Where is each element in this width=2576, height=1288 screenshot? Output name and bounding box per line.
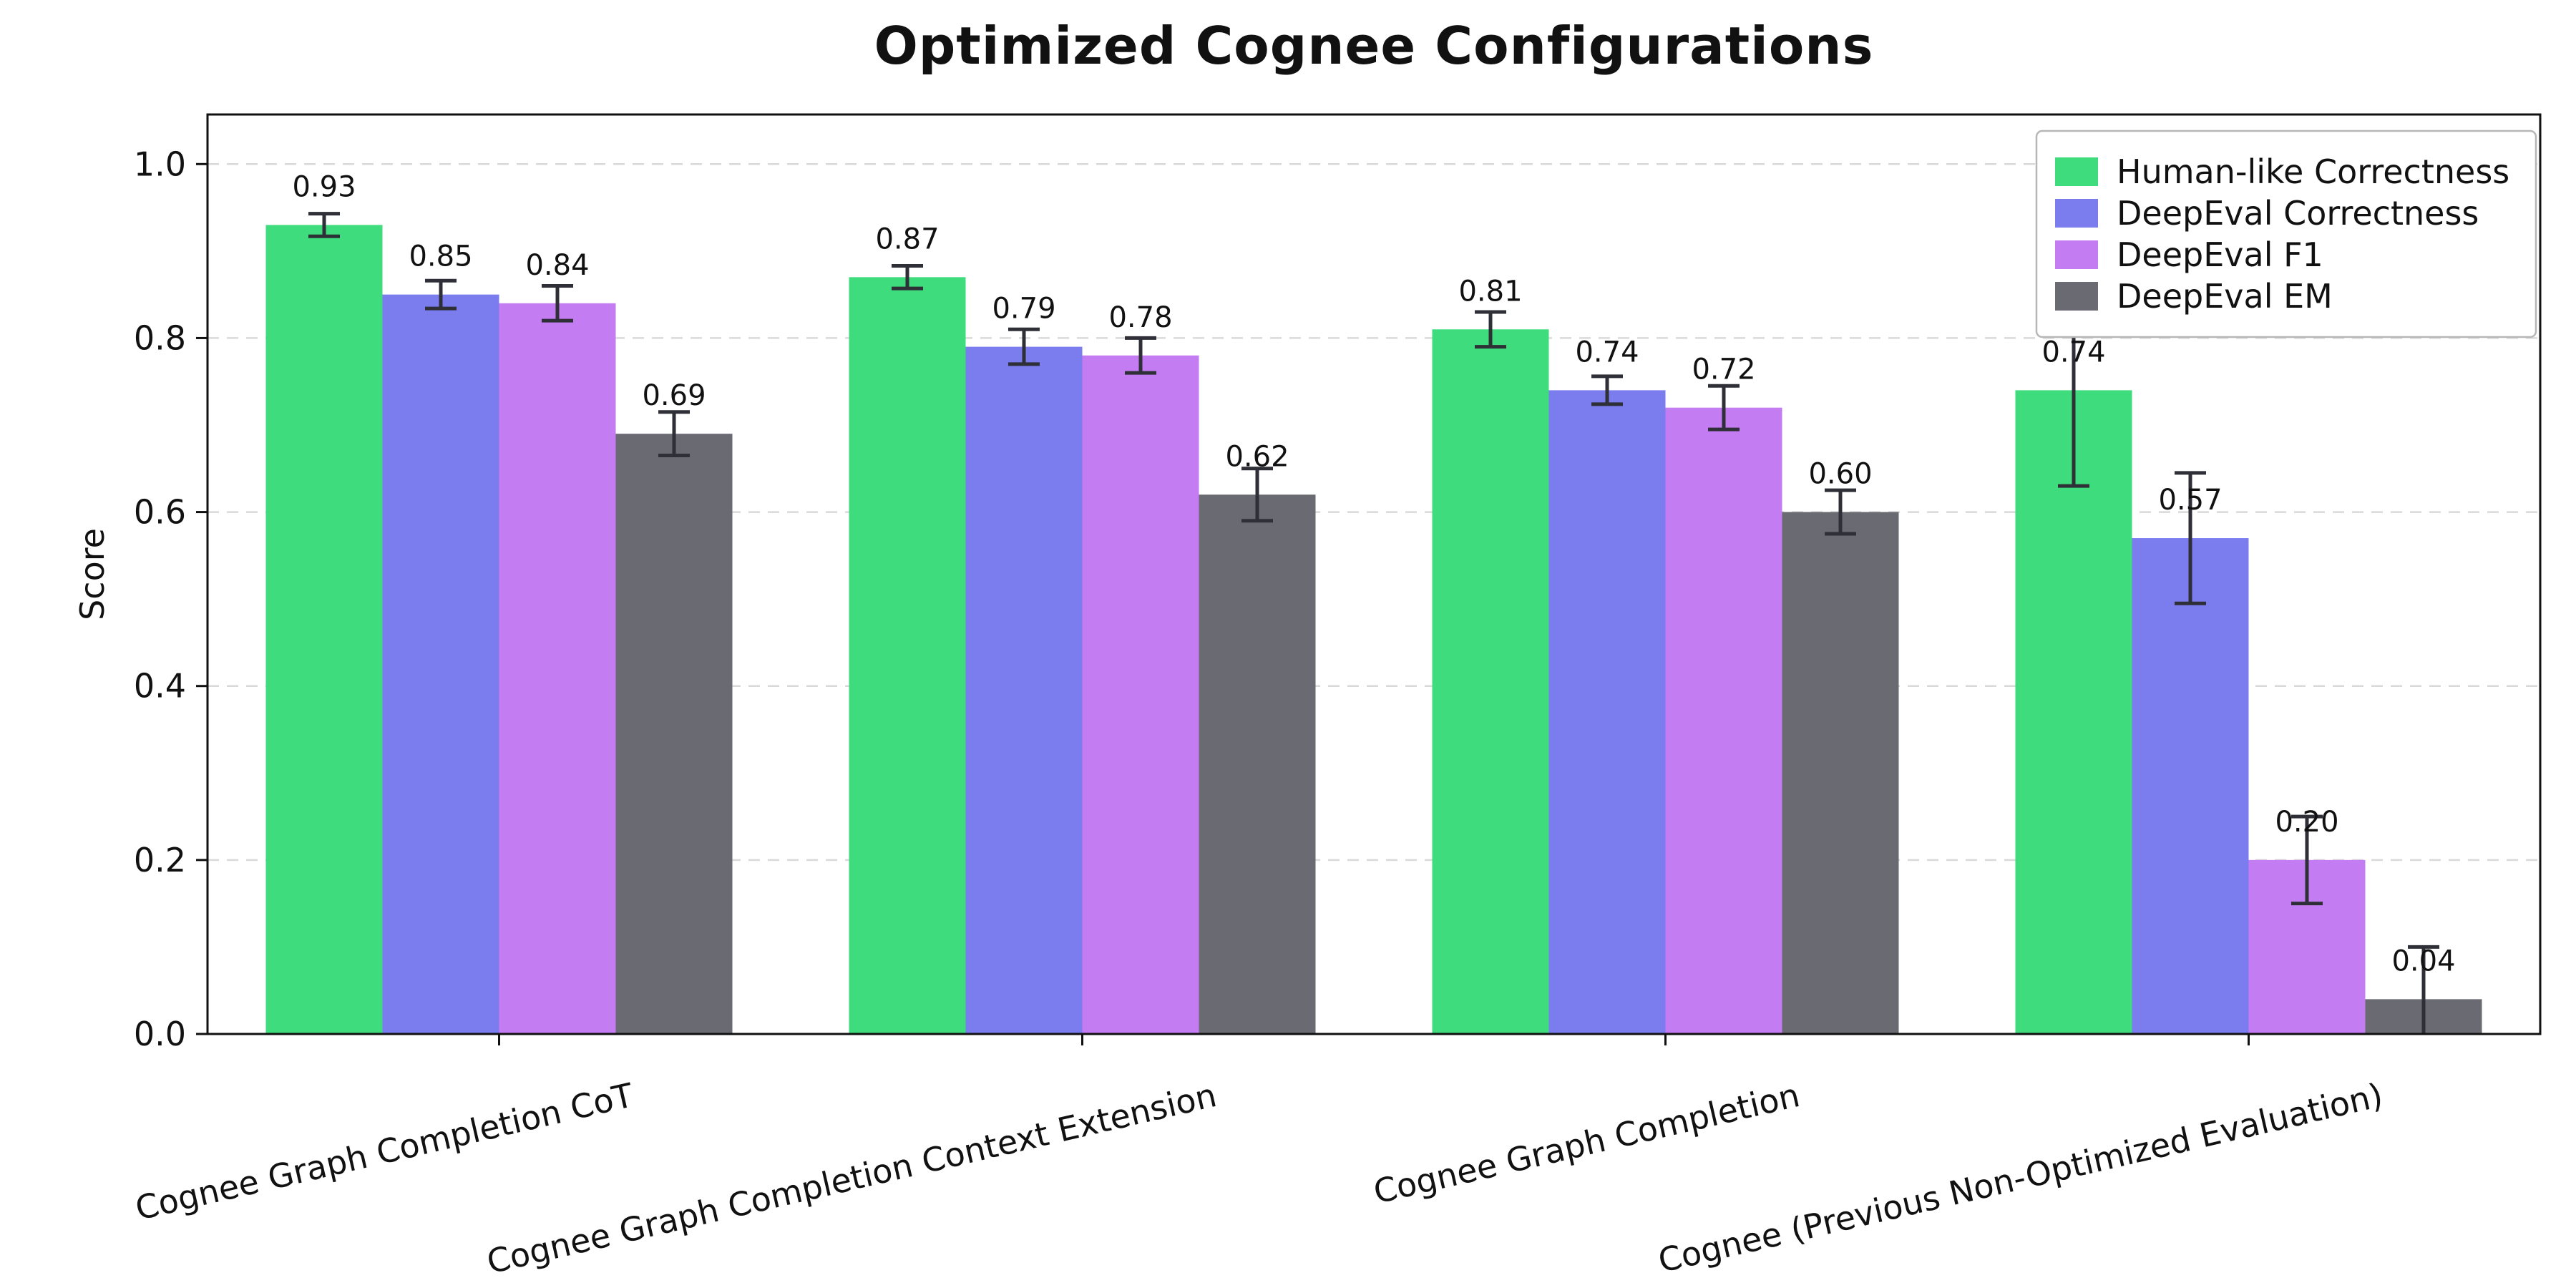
value-label: 0.79 <box>992 293 1055 326</box>
y-axis-label: Score <box>73 528 112 620</box>
legend-label: DeepEval Correctness <box>2117 194 2479 233</box>
legend-swatch <box>2055 240 2098 269</box>
y-tick-label: 0.6 <box>134 493 186 532</box>
x-tick-label: Cognee Graph Completion CoT <box>132 1075 638 1228</box>
bar-3-1 <box>1199 494 1316 1034</box>
legend-swatch <box>2055 282 2098 311</box>
bar-3-0 <box>615 434 733 1034</box>
bar-1-3 <box>2132 538 2249 1034</box>
legend-label: DeepEval F1 <box>2117 235 2323 274</box>
bar-3-2 <box>1782 512 1899 1034</box>
y-tick-label: 0.4 <box>134 667 186 706</box>
value-label: 0.60 <box>1808 458 1872 491</box>
y-tick-label: 0.2 <box>134 841 186 879</box>
y-tick-label: 0.8 <box>134 318 186 357</box>
legend-label: DeepEval EM <box>2117 277 2333 316</box>
bar-1-2 <box>1548 390 1666 1034</box>
legend-swatch <box>2055 199 2098 228</box>
value-label: 0.20 <box>2275 806 2338 839</box>
value-label: 0.81 <box>1458 275 1522 308</box>
value-label: 0.72 <box>1692 353 1755 386</box>
bar-2-0 <box>499 303 616 1034</box>
bar-1-1 <box>965 346 1083 1034</box>
plot-border <box>206 113 2542 1035</box>
bar-0-1 <box>849 277 966 1034</box>
value-label: 0.87 <box>875 223 939 255</box>
y-tick-label: 1.0 <box>134 145 186 183</box>
value-label: 0.62 <box>1225 440 1289 473</box>
value-label: 0.04 <box>2391 945 2455 977</box>
bar-0-2 <box>1432 329 1549 1035</box>
x-tick-label: Cognee Graph Completion <box>1370 1075 1803 1211</box>
bar-1-0 <box>382 294 499 1035</box>
bar-0-3 <box>2015 390 2132 1034</box>
y-tick-label: 0.0 <box>134 1015 186 1053</box>
value-label: 0.69 <box>642 379 706 412</box>
value-label: 0.85 <box>409 240 472 273</box>
value-label: 0.57 <box>2158 484 2222 517</box>
chart-title: Optimized Cognee Configurations <box>874 16 1874 76</box>
value-label: 0.78 <box>1108 301 1172 334</box>
bar-2-2 <box>1665 407 1782 1034</box>
bar-2-1 <box>1082 355 1199 1034</box>
legend-box <box>2035 130 2537 338</box>
value-label: 0.84 <box>525 249 589 282</box>
legend-swatch <box>2055 157 2098 186</box>
value-label: 0.74 <box>2041 336 2105 369</box>
legend-label: Human-like Correctness <box>2117 152 2509 191</box>
value-label: 0.93 <box>292 170 356 203</box>
bar-0-0 <box>265 225 383 1034</box>
value-label: 0.74 <box>1575 336 1639 369</box>
